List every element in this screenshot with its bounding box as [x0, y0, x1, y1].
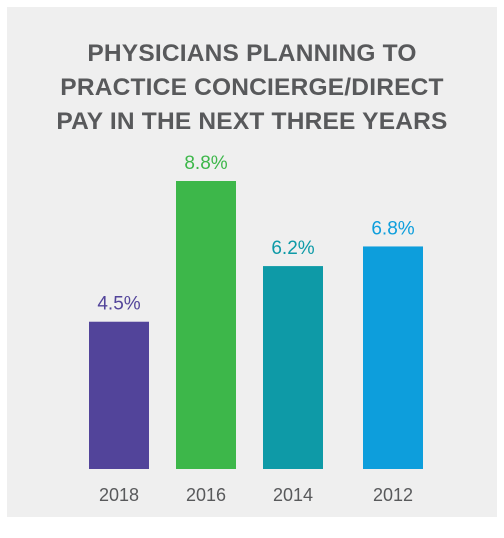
value-label-2012: 6.8%	[371, 218, 414, 239]
chart-title: PHYSICIANS PLANNING TO PRACTICE CONCIERG…	[0, 37, 504, 139]
bar-2012	[363, 246, 423, 469]
category-label-2016: 2016	[186, 485, 226, 505]
value-label-2016: 8.8%	[184, 153, 227, 174]
chart-title-line-3: PAY IN THE NEXT THREE YEARS	[56, 108, 448, 135]
bar-2014	[263, 266, 323, 469]
value-label-2018: 4.5%	[97, 294, 140, 315]
bar-2016	[176, 181, 236, 469]
category-label-2014: 2014	[273, 485, 313, 505]
value-label-2014: 6.2%	[271, 238, 314, 259]
chart-title-line-2: PRACTICE CONCIERGE/DIRECT	[60, 74, 444, 101]
category-label-2012: 2012	[373, 485, 413, 505]
chart-title-line-1: PHYSICIANS PLANNING TO	[87, 40, 417, 67]
bar-2018	[89, 321, 149, 469]
category-label-2018: 2018	[99, 485, 139, 505]
